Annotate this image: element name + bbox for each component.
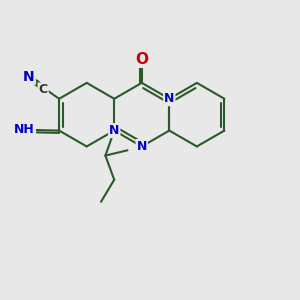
Text: N: N <box>109 124 119 137</box>
Text: NH: NH <box>14 124 35 136</box>
Text: N: N <box>164 92 175 105</box>
Text: C: C <box>39 83 48 96</box>
Text: N: N <box>136 140 147 153</box>
Text: N: N <box>23 70 35 84</box>
Text: O: O <box>135 52 148 67</box>
